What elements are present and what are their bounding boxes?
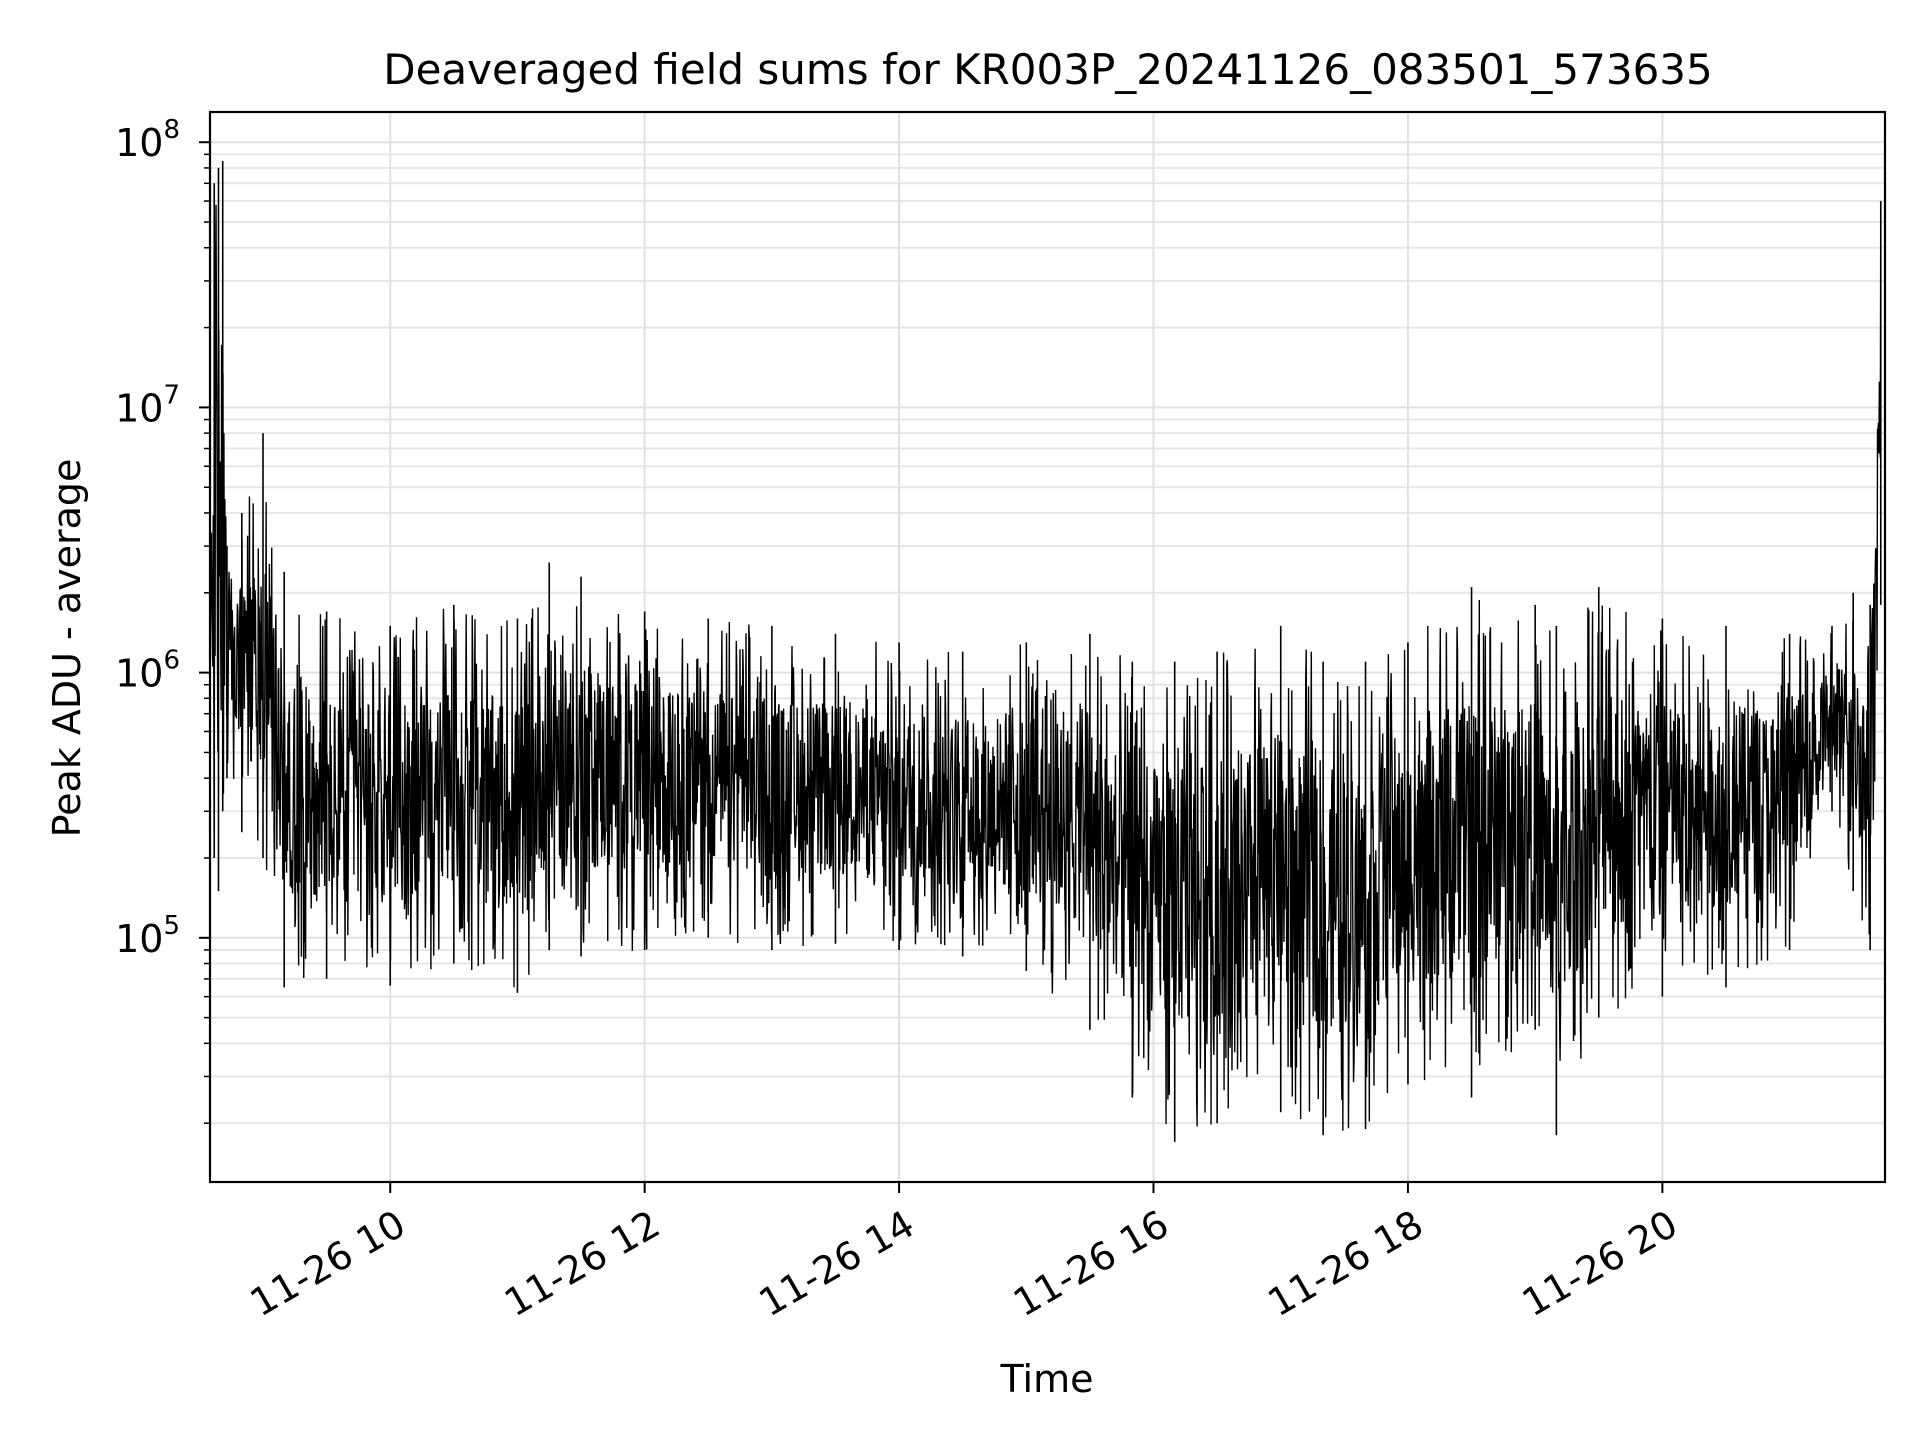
y-tick-label: 106 xyxy=(115,646,180,696)
series-trace xyxy=(210,204,1882,1131)
y-tick-label: 107 xyxy=(115,380,180,430)
series-line xyxy=(210,160,1882,1142)
plot-area-frame xyxy=(208,110,1887,1184)
data-series xyxy=(210,160,1882,1142)
y-tick-label: 108 xyxy=(115,115,180,165)
x-axis-label: Time xyxy=(1000,1357,1094,1401)
chart-title: Deaveraged field sums for KR003P_2024112… xyxy=(383,45,1713,94)
y-axis-label: Peak ADU - average xyxy=(45,459,89,838)
y-tick-label: 105 xyxy=(115,911,180,961)
